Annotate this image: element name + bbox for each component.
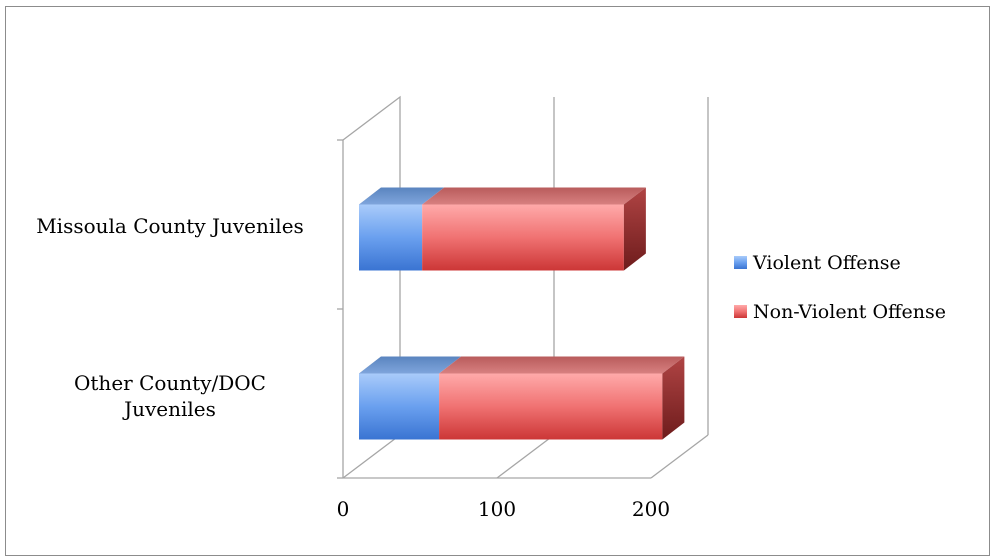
left-wall-edge [342, 95, 401, 435]
legend-swatch-non-violent [734, 305, 747, 318]
bar-segment [359, 373, 440, 440]
bar-segment-top [359, 356, 462, 374]
axes [337, 139, 651, 479]
x-tick-labels: 0 100 200 [337, 497, 670, 521]
legend-label-violent: Violent Offense [752, 252, 901, 274]
bar-end-side [662, 356, 685, 440]
bar-segment-top [439, 356, 685, 374]
bar-segment-top [359, 187, 445, 205]
x-tick-label: 200 [632, 497, 670, 521]
legend-label-non-violent: Non-Violent Offense [753, 301, 946, 323]
bars [359, 187, 685, 440]
gridline-floor [496, 434, 555, 479]
bar-segment [439, 373, 663, 440]
legend: Violent Offense Non-Violent Offense [734, 252, 946, 323]
bar-group [359, 356, 685, 440]
x-tick-label: 100 [478, 497, 516, 521]
category-label: Other County/DOC [74, 371, 266, 395]
x-tick-label: 0 [337, 497, 350, 521]
bar-segment [359, 204, 423, 271]
bar-group [359, 187, 646, 271]
gridline-floor [342, 434, 401, 479]
bar-end-side [623, 187, 646, 271]
category-labels: Missoula County Juveniles Other County/DO… [36, 214, 304, 421]
category-label: Juveniles [122, 397, 216, 421]
gridline-floor [650, 434, 709, 479]
bar-segment [422, 204, 624, 271]
category-label: Missoula County Juveniles [36, 214, 304, 238]
legend-swatch-violent [734, 256, 747, 269]
bar-segment-top [422, 187, 646, 205]
